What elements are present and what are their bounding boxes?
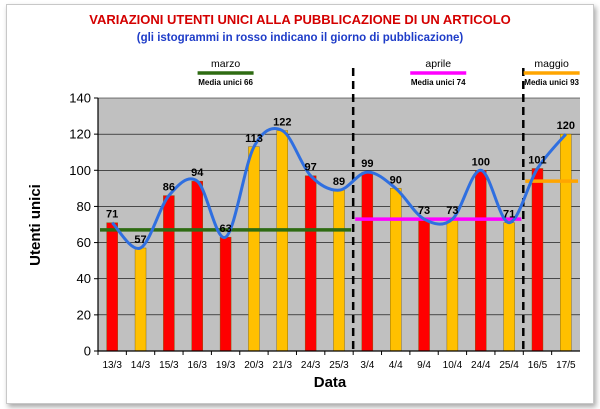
bar-15/3 bbox=[163, 195, 175, 352]
data-label: 94 bbox=[191, 167, 204, 179]
data-labels: 71 57 86 94 63 113 122 97 89 99 90 73 73 100 71 101 120 bbox=[106, 117, 575, 246]
data-label: 73 bbox=[418, 205, 430, 217]
y-tick-label: 40 bbox=[77, 271, 91, 286]
bar-9/4 bbox=[418, 218, 430, 352]
y-tick-label: 0 bbox=[84, 344, 91, 359]
x-tick-label: 25/4 bbox=[499, 360, 519, 371]
chart-subtitle: (gli istogrammi in rosso indicano il gio… bbox=[137, 32, 464, 44]
data-label: 86 bbox=[163, 182, 175, 194]
x-tick-label: 13/3 bbox=[102, 360, 122, 371]
data-label: 71 bbox=[503, 209, 515, 221]
data-label: 99 bbox=[361, 158, 373, 170]
data-label: 120 bbox=[557, 120, 575, 132]
bar-25/3 bbox=[333, 189, 345, 352]
average-label-maggio: Media unici 93 bbox=[524, 78, 579, 87]
data-label: 97 bbox=[305, 162, 317, 174]
y-tick-label: 80 bbox=[77, 199, 91, 214]
y-tick-label: 120 bbox=[69, 127, 91, 142]
data-label: 73 bbox=[446, 205, 458, 217]
data-label: 63 bbox=[219, 223, 231, 235]
bars bbox=[106, 130, 572, 352]
bar-25/4 bbox=[503, 222, 515, 352]
chart-title: VARIAZIONI UTENTI UNICI ALLA PUBBLICAZIO… bbox=[89, 12, 511, 27]
bar-10/4 bbox=[446, 218, 459, 352]
y-tick-label: 100 bbox=[69, 163, 91, 178]
data-label: 57 bbox=[134, 234, 146, 246]
x-tick-label: 24/4 bbox=[471, 360, 491, 371]
bar-4/4 bbox=[390, 188, 402, 352]
x-tick-label: 21/3 bbox=[273, 360, 293, 371]
data-label: 71 bbox=[106, 209, 118, 221]
bar-17/5 bbox=[560, 133, 572, 352]
bar-24/4 bbox=[475, 170, 487, 352]
x-tick-label: 9/4 bbox=[417, 360, 431, 371]
x-tick-label: 3/4 bbox=[360, 360, 374, 371]
x-tick-label: 24/3 bbox=[301, 360, 321, 371]
data-label: 122 bbox=[273, 117, 291, 129]
trend-line bbox=[111, 127, 567, 250]
bar-14/3 bbox=[134, 247, 147, 352]
bar-20/3 bbox=[248, 146, 260, 352]
average-label-aprile: Media unici 74 bbox=[411, 78, 466, 87]
month-label-maggio: maggio bbox=[534, 58, 569, 70]
month-legends: marzo Media unici 66 aprile Media unici 74 m… bbox=[197, 58, 580, 87]
month-separators bbox=[351, 68, 525, 351]
month-label-marzo: marzo bbox=[211, 58, 240, 70]
bar-16/3 bbox=[191, 180, 203, 352]
x-tick-label: 15/3 bbox=[159, 360, 179, 371]
data-label: 100 bbox=[472, 156, 490, 168]
y-tick-labels: 0 20 40 60 80 100 120 140 bbox=[69, 91, 98, 359]
x-tick-label: 16/3 bbox=[188, 360, 208, 371]
month-label-aprile: aprile bbox=[425, 58, 451, 70]
data-label: 113 bbox=[245, 133, 263, 145]
x-tick-label: 20/3 bbox=[244, 360, 264, 371]
data-label: 90 bbox=[390, 174, 402, 186]
x-axis-label: Data bbox=[314, 374, 347, 391]
x-tick-label: 25/3 bbox=[329, 360, 349, 371]
x-tick-labels: 13/3 14/3 15/3 16/3 19/3 20/3 21/3 24/3 25/3 3/4 4… bbox=[97, 351, 576, 371]
y-tick-label: 140 bbox=[69, 91, 91, 106]
bar-13/3 bbox=[106, 222, 118, 352]
bar-21/3 bbox=[276, 130, 288, 352]
y-tick-label: 20 bbox=[77, 307, 91, 322]
bar-24/3 bbox=[304, 175, 317, 352]
data-label: 89 bbox=[333, 176, 345, 188]
bar-16/5 bbox=[531, 168, 544, 352]
bar-3/4 bbox=[361, 171, 374, 352]
y-axis-label: Utenti unici bbox=[27, 184, 44, 266]
average-lines bbox=[100, 179, 578, 232]
x-tick-label: 16/5 bbox=[528, 360, 548, 371]
data-label: 101 bbox=[528, 154, 546, 166]
x-tick-label: 19/3 bbox=[216, 360, 236, 371]
average-label-marzo: Media unici 66 bbox=[198, 78, 253, 87]
x-tick-label: 10/4 bbox=[443, 360, 463, 371]
y-tick-label: 60 bbox=[77, 235, 91, 250]
x-tick-label: 4/4 bbox=[389, 360, 403, 371]
axes bbox=[97, 98, 580, 352]
x-tick-label: 14/3 bbox=[131, 360, 151, 371]
bar-19/3 bbox=[219, 236, 232, 352]
x-tick-label: 17/5 bbox=[556, 360, 576, 371]
